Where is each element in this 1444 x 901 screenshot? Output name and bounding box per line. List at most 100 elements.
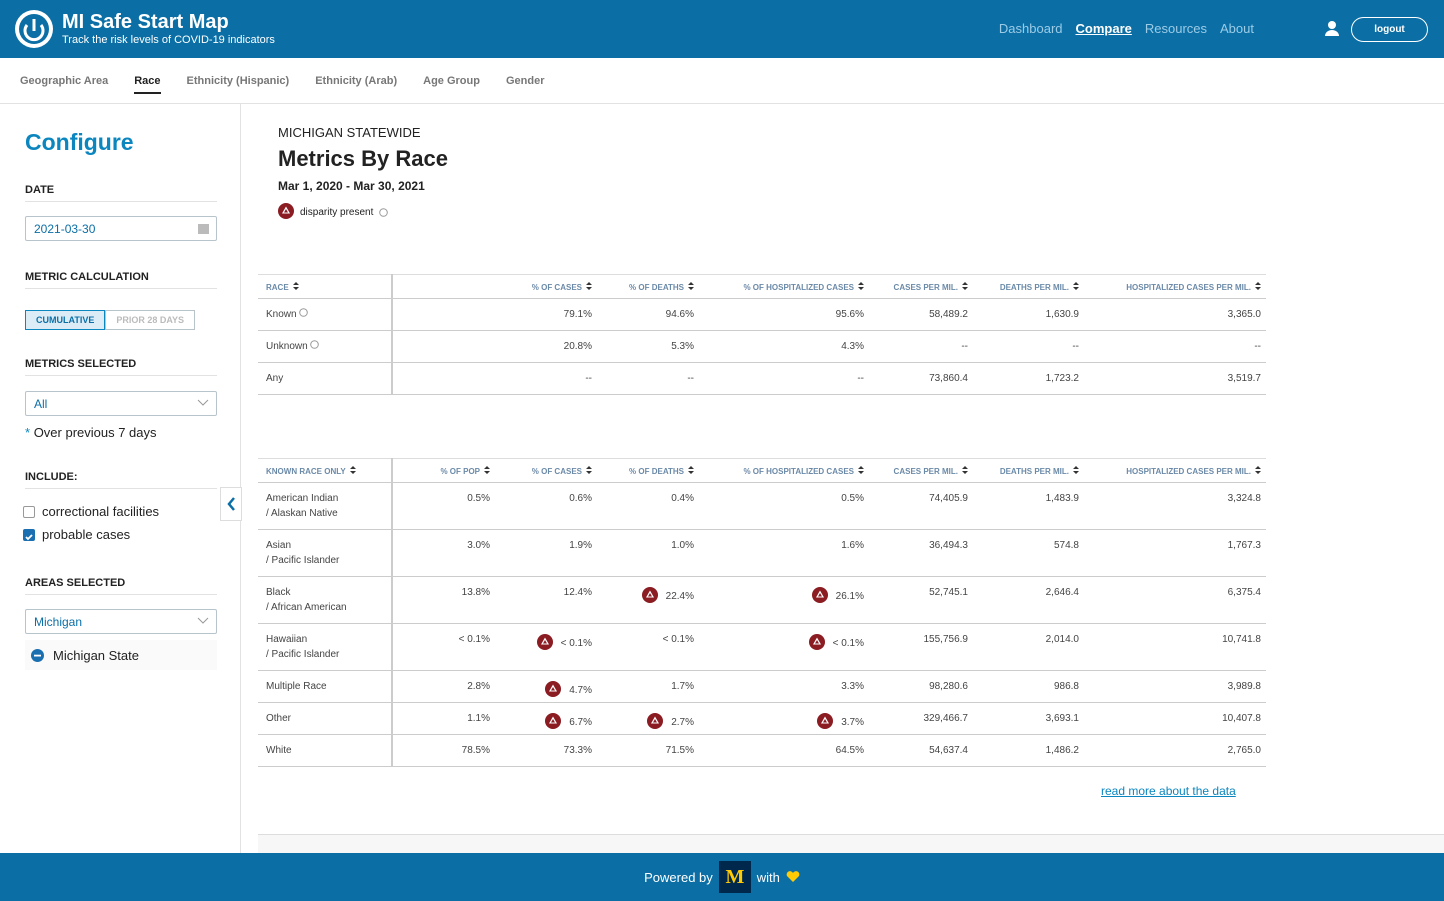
cell-value: 36,494.3 (929, 540, 968, 551)
table-cell: 52,745.1 (869, 576, 973, 624)
info-icon[interactable] (299, 308, 309, 317)
column-header[interactable]: HOSPITALIZED CASES PER MIL. (1084, 458, 1266, 483)
checkbox-row[interactable]: correctional facilities (23, 504, 159, 519)
column-header[interactable]: % OF CASES (495, 458, 597, 483)
column-header[interactable]: % OF HOSPITALIZED CASES (699, 458, 869, 483)
checkbox[interactable] (23, 505, 35, 518)
date-input[interactable]: 2021-03-30 (25, 216, 217, 241)
nav-link[interactable]: About (1220, 21, 1254, 36)
tab[interactable]: Geographic Area (20, 75, 109, 87)
table-cell: White (258, 734, 393, 767)
sidebar: Configure DATE 2021-03-30 METRIC CALCULA… (0, 104, 241, 853)
header-text: DEATHS PER MIL. (999, 282, 1069, 292)
sort-icon[interactable] (1073, 281, 1079, 290)
table-cell: Known (258, 298, 393, 331)
sort-icon[interactable] (1255, 465, 1261, 474)
cell-value: -- (585, 373, 592, 384)
cell-value: < 0.1% (458, 634, 490, 645)
column-header[interactable]: % OF HOSPITALIZED CASES (699, 274, 869, 299)
column-header[interactable]: RACE (258, 274, 393, 299)
sort-icon[interactable] (349, 465, 356, 474)
calc-option[interactable]: CUMULATIVE (25, 310, 106, 330)
user-icon[interactable] (1325, 21, 1339, 37)
chevron (197, 617, 209, 624)
cell-value: 1,483.9 (1045, 493, 1079, 504)
sort-icon[interactable] (962, 281, 968, 290)
info-icon[interactable] (310, 340, 320, 349)
collapse-button[interactable] (220, 487, 242, 521)
disparity-marker (545, 713, 562, 732)
sort-icon[interactable] (1073, 465, 1079, 474)
table-cell: 1.1% (392, 702, 495, 735)
calc-toggle: CUMULATIVE PRIOR 28 DAYS (25, 310, 196, 330)
tab[interactable]: Age Group (423, 75, 480, 87)
cell-value: 574.8 (1053, 540, 1079, 551)
table-cell: Multiple Race (258, 670, 393, 703)
tab[interactable]: Ethnicity (Arab) (315, 75, 398, 87)
read-more-link[interactable]: read more about the data (1101, 784, 1236, 798)
app-title: MI Safe Start Map (62, 11, 229, 33)
header-text: % OF CASES (531, 282, 582, 292)
tab[interactable]: Gender (505, 75, 545, 87)
checkbox[interactable] (23, 528, 35, 541)
table-cell (392, 330, 495, 363)
table-cell: 95.6% (699, 298, 869, 331)
header-text: CASES PER MIL. (893, 282, 958, 292)
tab[interactable]: Race (134, 58, 161, 94)
table-cell: 155,756.9 (869, 623, 973, 671)
cell-value: 2,014.0 (1045, 634, 1079, 645)
sort-icon[interactable] (1255, 281, 1261, 290)
sort-icon[interactable] (962, 465, 968, 474)
info-icon[interactable] (379, 208, 389, 217)
column-header[interactable]: DEATHS PER MIL. (973, 458, 1084, 483)
header-text: KNOWN RACE ONLY (266, 466, 346, 476)
table-cell: 3,989.8 (1084, 670, 1266, 703)
cell-value: 20.8% (563, 341, 592, 352)
sort-icon[interactable] (688, 465, 694, 474)
cell-value: 6.7% (569, 717, 592, 729)
column-header[interactable]: CASES PER MIL. (869, 274, 973, 299)
race-table: KNOWN RACE ONLY % OF POP % OF CASES % OF DE… (258, 458, 1266, 767)
column-header[interactable]: KNOWN RACE ONLY (258, 458, 393, 483)
date-range: Mar 1, 2020 - Mar 30, 2021 (278, 179, 425, 193)
sort-icon[interactable] (688, 281, 694, 290)
cell-value: 2.7% (671, 717, 694, 729)
disparity-icon (278, 203, 294, 222)
column-header[interactable]: CASES PER MIL. (869, 458, 973, 483)
column-header[interactable]: % OF CASES (495, 274, 597, 299)
race-name: Unknown (266, 339, 386, 354)
tab[interactable]: Ethnicity (Hispanic) (186, 75, 290, 87)
table-row: White 78.5% 73.3% 71.5% 64.5% 54,637.4 1,486.2… (258, 734, 1266, 767)
checkbox-row[interactable]: probable cases (23, 527, 130, 542)
race-name: / African American (266, 602, 347, 613)
metrics-select[interactable]: All (25, 391, 217, 416)
cell-value: 94.6% (665, 309, 694, 320)
nav-link[interactable]: Dashboard (998, 21, 1063, 36)
cell-value: 329,466.7 (923, 713, 969, 724)
sort-icon[interactable] (484, 465, 490, 474)
sort-icon[interactable] (586, 465, 592, 474)
nav-link[interactable]: Compare (1075, 21, 1132, 36)
areas-select[interactable]: Michigan (25, 609, 217, 634)
sort-icon[interactable] (858, 281, 864, 290)
region-label: MICHIGAN STATEWIDE (278, 125, 421, 140)
table-cell: < 0.1% (392, 623, 495, 671)
header-row: KNOWN RACE ONLY % OF POP % OF CASES % OF DE… (258, 458, 1266, 483)
sort-icon[interactable] (858, 465, 864, 474)
table-cell: < 0.1% (699, 623, 869, 671)
remove-icon[interactable] (31, 648, 44, 662)
sort-icon[interactable] (586, 281, 592, 290)
column-header[interactable]: % OF POP (392, 458, 495, 483)
column-header[interactable]: DEATHS PER MIL. (973, 274, 1084, 299)
column-header[interactable]: % OF DEATHS (597, 274, 699, 299)
column-header[interactable]: HOSPITALIZED CASES PER MIL. (1084, 274, 1266, 299)
sort-icon[interactable] (292, 281, 299, 290)
column-header[interactable]: % OF DEATHS (597, 458, 699, 483)
logo[interactable] (14, 9, 54, 49)
logout-button[interactable]: logout (1351, 17, 1428, 42)
nav-link[interactable]: Resources (1144, 21, 1208, 36)
cell-value: 64.5% (835, 745, 864, 756)
metrics-value: All (34, 397, 48, 411)
with: with (756, 869, 780, 885)
calc-option[interactable]: PRIOR 28 DAYS (105, 310, 196, 330)
